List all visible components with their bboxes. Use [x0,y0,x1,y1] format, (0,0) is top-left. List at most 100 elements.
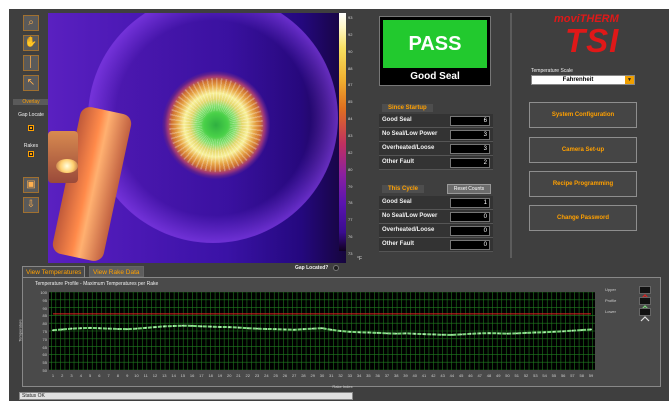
counter-value: 0 [450,212,490,222]
overlay-label: Overlay [13,99,49,105]
legend-item: Upper [605,286,659,300]
x-tick-label: 25 [273,373,278,378]
data-point [348,330,351,333]
reset-counts-button[interactable]: Reset Counts [447,184,491,194]
system-configuration-button[interactable]: System Configuration [529,102,637,128]
data-point [386,332,388,335]
x-tick-label: 29 [310,373,315,378]
y-tick-label: 95 [42,297,47,303]
color-scale-tick: 79 [348,183,353,189]
seal-ring-overlay [147,57,285,193]
counter-label: No Seal/Low Power [382,131,438,137]
result-panel: PASS Good Seal [379,16,491,86]
counter-value: 6 [450,116,490,126]
x-tick-label: 51 [514,373,519,378]
x-tick-label: 36 [375,373,380,378]
thermal-image[interactable] [48,13,346,263]
y-tick-label: 55 [42,360,47,366]
x-tick-label: 40 [412,373,417,378]
chevron-down-icon[interactable]: ▼ [625,76,634,84]
counter-label: Good Seal [382,117,412,123]
y-tick-label: 60 [42,352,47,358]
x-tick-label: 22 [245,373,250,378]
color-scale-tick: 78 [348,200,353,206]
y-tick-label: 100 [40,290,47,295]
legend-swatch [639,286,651,300]
camera-setup-button[interactable]: Camera Set-up [529,137,637,163]
x-tick-label: 39 [403,373,408,378]
y-tick-label: 65 [42,344,47,350]
x-tick-label: 15 [180,373,186,378]
x-tick-label: 26 [282,373,288,378]
data-point [590,328,592,331]
change-password-button[interactable]: Change Password [529,205,637,231]
x-tick-label: 47 [477,373,482,378]
data-point [534,331,537,334]
tab-view-rake-data[interactable]: View Rake Data [89,266,144,277]
color-scale-tick: 83 [348,133,353,138]
x-tick-label: 35 [366,373,371,378]
tab-view-temperatures[interactable]: View Temperatures [22,266,86,277]
data-point [339,330,342,332]
data-point [219,326,221,328]
y-tick-label: 80 [42,321,47,327]
counter-label: Other Fault [382,159,415,165]
data-point [404,332,407,335]
x-tick-label: 21 [236,373,241,378]
camera-icon[interactable]: ▣ [23,177,39,193]
x-tick-label: 52 [523,373,529,378]
x-tick-label: 1 [51,373,55,378]
temperature-scale-value: Fahrenheit [562,77,594,83]
counter-label: Overheated/Loose [382,145,435,151]
data-point [432,333,435,336]
data-point [441,333,444,336]
data-point [460,333,463,336]
x-tick-label: 42 [431,373,436,378]
data-point [413,332,416,335]
save-image-icon[interactable]: ⇩ [23,197,39,213]
color-scale-tick: 88 [348,65,353,71]
counter-value: 0 [450,240,490,250]
x-tick-label: 43 [440,373,445,378]
color-scale-bar [339,13,346,251]
data-point [330,328,333,331]
data-point [395,332,398,335]
data-point [200,325,203,328]
x-tick-label: 38 [393,373,399,378]
x-tick-label: 33 [347,373,353,378]
zoom-icon[interactable]: ⌕ [23,15,39,31]
x-tick-label: 37 [384,373,390,378]
x-tick-label: 30 [319,373,325,378]
x-tick-label: 19 [217,373,223,378]
line-tool-icon[interactable]: │ [23,55,39,71]
counter-row: Overheated/Loose 0 [379,224,493,238]
color-scale-tick: 92 [348,31,353,37]
pan-hand-icon[interactable]: ✋ [23,35,39,51]
data-point [126,328,129,331]
data-point [552,330,555,333]
data-point [525,331,527,334]
x-tick-label: 59 [588,373,594,378]
x-tick-label: 13 [162,373,167,378]
data-point [321,327,323,330]
rakes-checkbox[interactable] [28,151,34,157]
data-point [423,333,425,336]
data-point [506,332,509,335]
data-point [117,328,119,330]
data-point [543,331,546,334]
since-startup-counters: Good Seal 6 No Seal/Low Power 3 Overheated… [379,114,493,170]
cursor-icon[interactable]: ↖ [23,75,39,91]
x-tick-label: 55 [551,373,557,378]
counter-value: 0 [450,226,490,236]
legend-item: Lower [605,308,659,322]
y-tick-label: 75 [42,329,47,334]
gap-located-indicator [333,265,339,271]
seal-status-text: Good Seal [410,71,460,82]
legend-label: Upper [605,287,616,292]
gap-locate-checkbox[interactable] [28,125,34,131]
x-tick-label: 50 [505,373,510,378]
temperature-scale-select[interactable]: Fahrenheit ▼ [531,75,635,85]
recipe-programming-button[interactable]: Recipe Programming [529,171,637,197]
x-tick-label: 31 [329,373,334,378]
x-tick-label: 16 [189,373,195,378]
